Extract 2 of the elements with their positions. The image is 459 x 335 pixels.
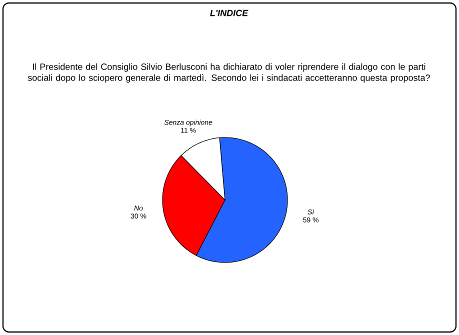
chart-subtitle: Il Presidente del Consiglio Silvio Berlusconi ha dichiarato di voler riprendere il dialogo con le parti sociali dopo lo sciopero generale di martedì. Secondo lei i sindacati accetteranno questa proposta? [28,63,430,83]
chart-title: L'INDICE [210,10,248,16]
